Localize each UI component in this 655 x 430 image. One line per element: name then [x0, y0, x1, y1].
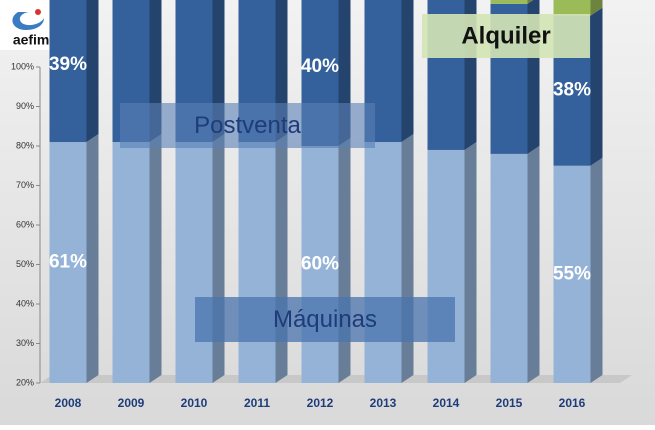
- x-tick-label: 2015: [496, 396, 523, 410]
- bar: [49, 0, 87, 143]
- bar: [112, 142, 150, 383]
- bar-side: [590, 7, 603, 166]
- data-label: 38%: [553, 80, 591, 101]
- legend-box: [422, 14, 590, 58]
- bar-side: [527, 0, 534, 4]
- y-tick-label: 20%: [16, 377, 34, 387]
- y-tick-label: 80%: [16, 140, 34, 150]
- data-label: 40%: [301, 56, 339, 77]
- data-label: 61%: [49, 252, 87, 273]
- bar-side: [464, 141, 477, 383]
- bar: [553, 0, 591, 16]
- y-tick-label: 90%: [16, 101, 34, 111]
- x-tick-label: 2014: [433, 396, 460, 410]
- bar-side: [401, 134, 414, 383]
- y-tick-label: 30%: [16, 338, 34, 348]
- data-label: 55%: [553, 263, 591, 284]
- bar-side: [338, 138, 351, 383]
- x-tick-label: 2016: [559, 396, 586, 410]
- bar-side: [527, 145, 540, 383]
- y-tick-label: 70%: [16, 180, 34, 190]
- legend-label: Máquinas: [273, 306, 377, 333]
- y-tick-label: 60%: [16, 219, 34, 229]
- bar: [301, 146, 339, 383]
- bar-side: [590, 0, 603, 16]
- legend-label: Postventa: [194, 112, 301, 139]
- legend-box: [195, 297, 455, 342]
- bar: [490, 153, 528, 383]
- bar-side: [212, 134, 225, 383]
- logo-dot: [35, 9, 41, 15]
- data-label: 39%: [49, 54, 87, 75]
- bar-side: [86, 134, 99, 383]
- data-label: 60%: [301, 254, 339, 275]
- legend-box: [120, 103, 375, 148]
- legend-label: Alquiler: [461, 22, 550, 49]
- bar-side: [86, 0, 99, 143]
- x-tick-label: 2009: [118, 396, 145, 410]
- bar-side: [275, 134, 288, 383]
- bar-side: [149, 134, 162, 383]
- x-tick-label: 2008: [55, 396, 82, 410]
- bar: [238, 142, 276, 383]
- x-tick-label: 2011: [244, 396, 270, 410]
- bar-side: [590, 157, 603, 383]
- bar: [490, 0, 528, 4]
- bar: [49, 142, 87, 383]
- bar: [553, 165, 591, 383]
- x-tick-label: 2012: [307, 396, 334, 410]
- bar: [175, 142, 213, 383]
- y-tick-label: 40%: [16, 298, 34, 308]
- y-tick-label: 100%: [11, 61, 34, 71]
- bar: [364, 142, 402, 383]
- logo-text: aefimil: [13, 32, 57, 48]
- y-tick-label: 50%: [16, 259, 34, 269]
- bar: [427, 149, 465, 383]
- logo-icon: [12, 12, 44, 30]
- bar-side: [401, 0, 414, 143]
- x-tick-label: 2013: [370, 396, 397, 410]
- x-tick-label: 2010: [181, 396, 208, 410]
